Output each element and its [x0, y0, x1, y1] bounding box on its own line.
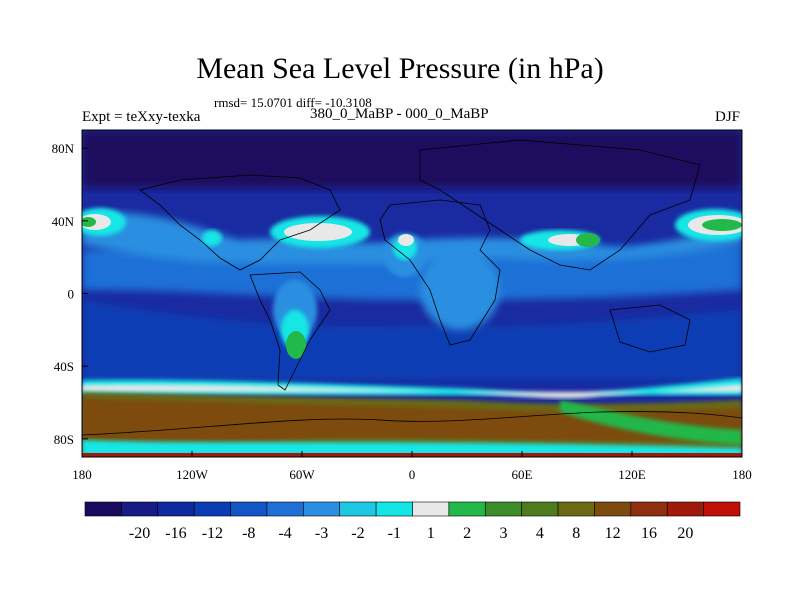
- period-label: 380_0_MaBP - 000_0_MaBP: [310, 106, 489, 122]
- colorbar-swatch: [230, 501, 268, 517]
- colorbar-label: -20: [129, 525, 150, 542]
- x-tick-label: 0: [409, 467, 416, 482]
- high-africa-north-peak: [398, 234, 414, 246]
- high-pacific-west-peak: [82, 217, 96, 227]
- x-tick-label: 60E: [512, 467, 533, 482]
- colorbar-swatch: [266, 501, 304, 517]
- antarctic-edge: [82, 440, 742, 457]
- colorbar-swatch: [121, 501, 159, 517]
- colorbar: -20 -16 -12 -8 -4 -3 -2 -1 1 2 3 4 8 12 16 20: [84, 501, 741, 542]
- colorbar-label: 1: [427, 525, 435, 542]
- axis-ticks: 180 120W 60W 0 60E 120E 180 80N 40N 0 40S 80S: [52, 141, 752, 482]
- x-tick-label: 180: [732, 467, 752, 482]
- colorbar-label: 16: [641, 525, 657, 542]
- colorbar-label: -8: [242, 525, 255, 542]
- southern-ridge-white: [82, 384, 742, 399]
- x-tick-label: 180: [72, 467, 92, 482]
- continent-outlines: [82, 139, 742, 436]
- outline-antarctica: [82, 411, 742, 436]
- colorbar-label: -4: [278, 525, 291, 542]
- colorbar-swatch: [84, 501, 122, 517]
- colorbar-label: -16: [165, 525, 186, 542]
- high-mexico: [202, 230, 222, 246]
- colorbar-swatch: [484, 501, 522, 517]
- statistics-label: rmsd= 15.0701 diff= -10.3108: [214, 95, 372, 110]
- colorbar-label: -3: [315, 525, 328, 542]
- colorbar-label: -1: [388, 525, 401, 542]
- outline-south-america: [249, 271, 331, 391]
- colorbar-swatch: [521, 501, 559, 517]
- high-pacific-east-peak: [702, 219, 742, 231]
- colorbar-swatch: [303, 501, 341, 517]
- colorbar-swatch: [193, 501, 231, 517]
- outline-australia: [609, 304, 691, 353]
- southern-low-band: [82, 300, 742, 380]
- arctic-low-region: [82, 130, 742, 188]
- experiment-label: Expt = teXxy-texka: [82, 109, 201, 125]
- y-tick-label: 80N: [52, 141, 75, 156]
- season-label: DJF: [714, 109, 740, 125]
- colorbar-label: -2: [351, 525, 364, 542]
- subtropical-band: [82, 212, 742, 264]
- y-tick-label: 80S: [54, 432, 74, 447]
- pressure-field: [82, 130, 742, 457]
- outline-africa: [379, 199, 501, 346]
- colorbar-label: 20: [677, 525, 693, 542]
- colorbar-label: 2: [463, 525, 471, 542]
- outline-north-america: [139, 174, 341, 271]
- high-africa-south: [420, 250, 500, 330]
- colorbar-swatch: [594, 501, 632, 517]
- y-tick-label: 40N: [52, 214, 75, 229]
- colorbar-label: -12: [202, 525, 223, 542]
- colorbar-swatch: [412, 501, 450, 517]
- map-title: Mean Sea Level Pressure (in hPa): [196, 52, 604, 85]
- high-asia-peak: [576, 233, 600, 247]
- colorbar-swatch: [557, 501, 595, 517]
- antarctic-wedge: [560, 400, 742, 445]
- y-tick-label: 40S: [54, 359, 74, 374]
- colorbar-swatch: [666, 501, 704, 517]
- x-tick-label: 120E: [618, 467, 646, 482]
- outline-eurasia: [419, 139, 701, 271]
- colorbar-swatch: [157, 501, 195, 517]
- x-tick-label: 60W: [289, 467, 315, 482]
- colorbar-label: 4: [536, 525, 544, 542]
- colorbar-swatch: [630, 501, 668, 517]
- colorbar-label: 12: [605, 525, 621, 542]
- x-tick-label: 120W: [176, 467, 209, 482]
- antarctic-high-brown: [82, 398, 742, 443]
- colorbar-swatch: [448, 501, 486, 517]
- high-atlantic-north-core: [284, 223, 352, 241]
- colorbar-label: 3: [499, 525, 507, 542]
- y-tick-label: 0: [68, 287, 75, 302]
- colorbar-label: 8: [572, 525, 580, 542]
- high-south-america-peak: [286, 331, 306, 359]
- colorbar-swatch: [339, 501, 377, 517]
- colorbar-swatch: [703, 501, 741, 517]
- colorbar-swatch: [375, 501, 413, 517]
